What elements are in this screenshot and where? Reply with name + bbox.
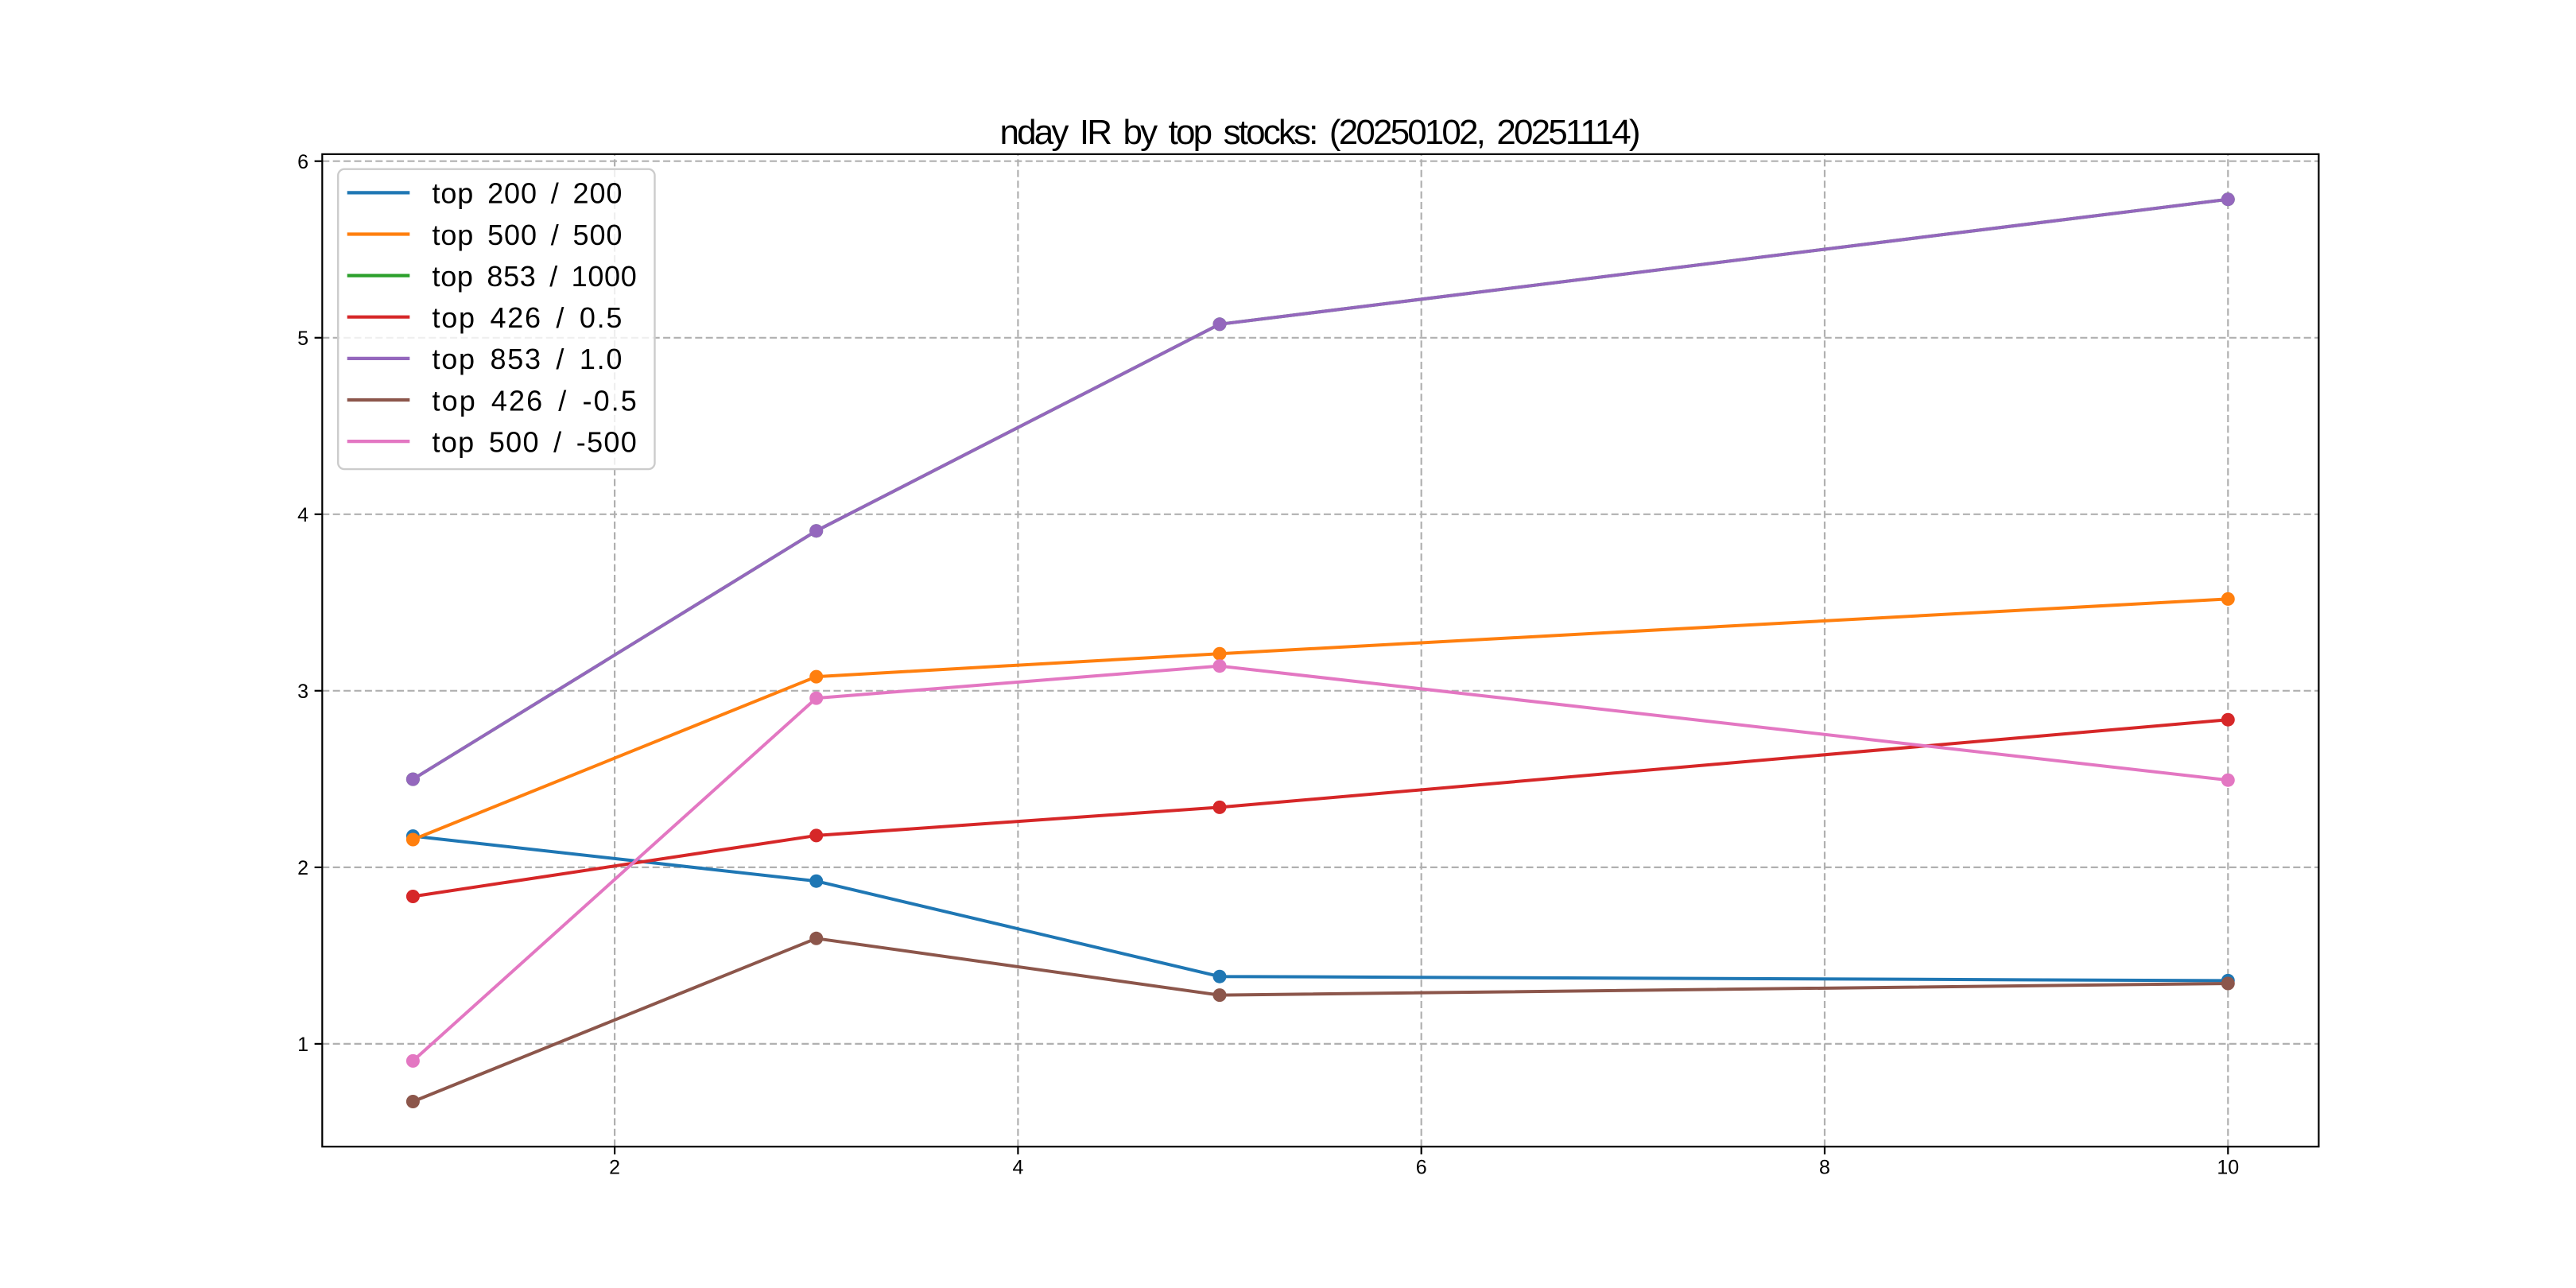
svg-text:top 200 / 200: top 200 / 200: [433, 177, 623, 210]
svg-text:10: 10: [2217, 1157, 2239, 1179]
svg-text:4: 4: [297, 504, 308, 526]
svg-text:3: 3: [297, 681, 308, 703]
svg-text:8: 8: [1819, 1157, 1830, 1179]
svg-text:top 500 / -500: top 500 / -500: [433, 425, 637, 458]
svg-text:2: 2: [609, 1157, 620, 1179]
svg-text:top 853 / 1.0: top 853 / 1.0: [433, 343, 623, 375]
svg-text:2: 2: [297, 857, 308, 879]
svg-text:top 426 / -0.5: top 426 / -0.5: [433, 384, 637, 417]
svg-text:6: 6: [1416, 1157, 1427, 1179]
svg-text:5: 5: [297, 328, 308, 350]
svg-text:top 426 / 0.5: top 426 / 0.5: [433, 301, 623, 334]
svg-text:nday IR by top stocks: (202501: nday IR by top stocks: (20250102, 202511…: [1000, 113, 1641, 152]
svg-text:top 500 / 500: top 500 / 500: [433, 219, 623, 251]
svg-text:1: 1: [297, 1034, 308, 1056]
svg-text:top 853 / 1000: top 853 / 1000: [433, 260, 637, 293]
svg-text:6: 6: [297, 151, 308, 173]
svg-text:4: 4: [1012, 1157, 1023, 1179]
